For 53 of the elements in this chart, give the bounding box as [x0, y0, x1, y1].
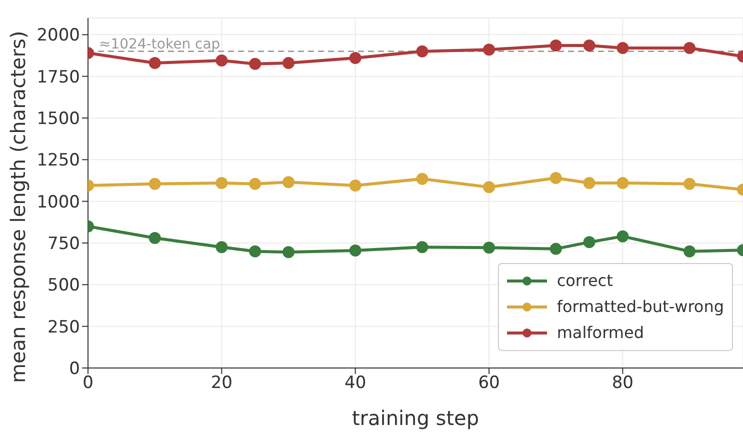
ref-line-label: ≈1024-token cap — [99, 36, 220, 52]
point — [416, 45, 428, 58]
y-tick-label: 250 — [48, 317, 80, 338]
point — [349, 52, 362, 64]
point — [483, 181, 496, 194]
point — [282, 57, 295, 69]
point — [684, 42, 696, 54]
y-tick-label: 750 — [48, 234, 80, 254]
x-tick-label: 40 — [344, 373, 366, 394]
point — [583, 177, 596, 189]
point — [282, 246, 295, 258]
x-tick-label: 80 — [612, 373, 634, 394]
x-tick-label: 60 — [478, 373, 500, 394]
point — [148, 57, 161, 69]
point — [684, 178, 696, 190]
point — [550, 40, 562, 52]
x-tick-label: 20 — [210, 373, 232, 394]
point — [216, 54, 228, 66]
point — [583, 40, 596, 52]
point — [550, 242, 562, 255]
point — [216, 241, 228, 254]
point — [583, 236, 596, 248]
point — [416, 241, 428, 254]
y-axis-title: mean response length (characters) — [6, 30, 30, 383]
legend-label: formatted-but-wrong — [556, 296, 724, 318]
y-tick-label: 2000 — [36, 26, 80, 46]
y-tick-label: 1000 — [36, 192, 80, 212]
point — [216, 177, 228, 189]
point — [148, 232, 161, 244]
point — [483, 44, 496, 56]
point — [282, 176, 295, 188]
point — [349, 244, 362, 256]
point — [483, 242, 496, 254]
x-tick-label: 0 — [82, 373, 94, 394]
y-tick-label: 1250 — [36, 150, 80, 171]
y-tick-label: 0 — [69, 359, 80, 380]
point — [349, 180, 362, 192]
point — [616, 230, 629, 242]
point — [416, 172, 428, 185]
legend-label: malformed — [556, 322, 644, 344]
point — [550, 172, 562, 184]
point — [684, 245, 696, 258]
point — [249, 58, 262, 70]
point — [616, 42, 629, 54]
point — [249, 178, 262, 190]
point — [616, 177, 629, 189]
y-tick-label: 500 — [48, 276, 80, 296]
y-tick-label: 1500 — [36, 109, 80, 130]
x-axis-title: training step — [352, 406, 480, 430]
point — [148, 178, 161, 190]
y-tick-label: 1750 — [36, 67, 80, 88]
legend-label: correct — [556, 270, 613, 292]
point — [249, 245, 262, 258]
